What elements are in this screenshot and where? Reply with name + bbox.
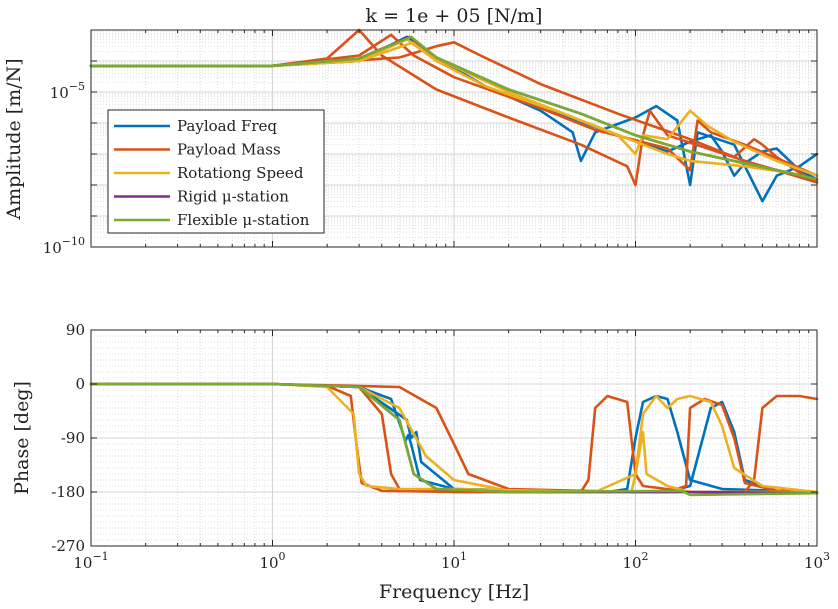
chart-title: k = 1e + 05 [N/m] — [366, 5, 543, 27]
y-tick-label: 0 — [75, 375, 85, 393]
phase-plot: 90 0 -90 -180 -270 10−1 100 101 102 103 Frequenc… — [11, 321, 830, 603]
series-line-speed — [89, 382, 819, 494]
legend-label: Flexible μ-station — [177, 211, 310, 229]
amplitude-y-axis-label: Amplitude [m/N] — [3, 58, 25, 220]
amplitude-lines — [89, 28, 819, 203]
series-line-flex — [89, 382, 819, 497]
phase-lines — [89, 382, 819, 497]
legend-label: Payload Mass — [177, 141, 281, 159]
phase-y-axis-label: Phase [deg] — [11, 381, 33, 495]
series-line-speed — [89, 41, 819, 181]
phase-ticks — [90, 329, 818, 547]
legend: Payload Freq Payload Mass Rotationg Speed R… — [107, 109, 325, 234]
legend-label: Payload Freq — [177, 117, 277, 135]
y-tick-label: -270 — [51, 537, 85, 555]
amplitude-ticks — [90, 30, 818, 248]
legend-label: Rotationg Speed — [177, 164, 304, 182]
series-line-speed — [89, 38, 819, 177]
y-tick-label: -90 — [61, 429, 85, 447]
phase-y-tick-labels: 90 0 -90 -180 -270 — [51, 321, 85, 555]
legend-label: Rigid μ-station — [177, 188, 289, 206]
x-axis-label: Frequency [Hz] — [379, 581, 529, 603]
series-line-flex — [89, 35, 819, 181]
y-tick-label: 90 — [66, 321, 85, 339]
x-tick-labels: 10−1 100 101 102 103 — [73, 550, 830, 572]
y-tick-label: -180 — [51, 483, 85, 501]
series-line-mass — [89, 41, 819, 184]
